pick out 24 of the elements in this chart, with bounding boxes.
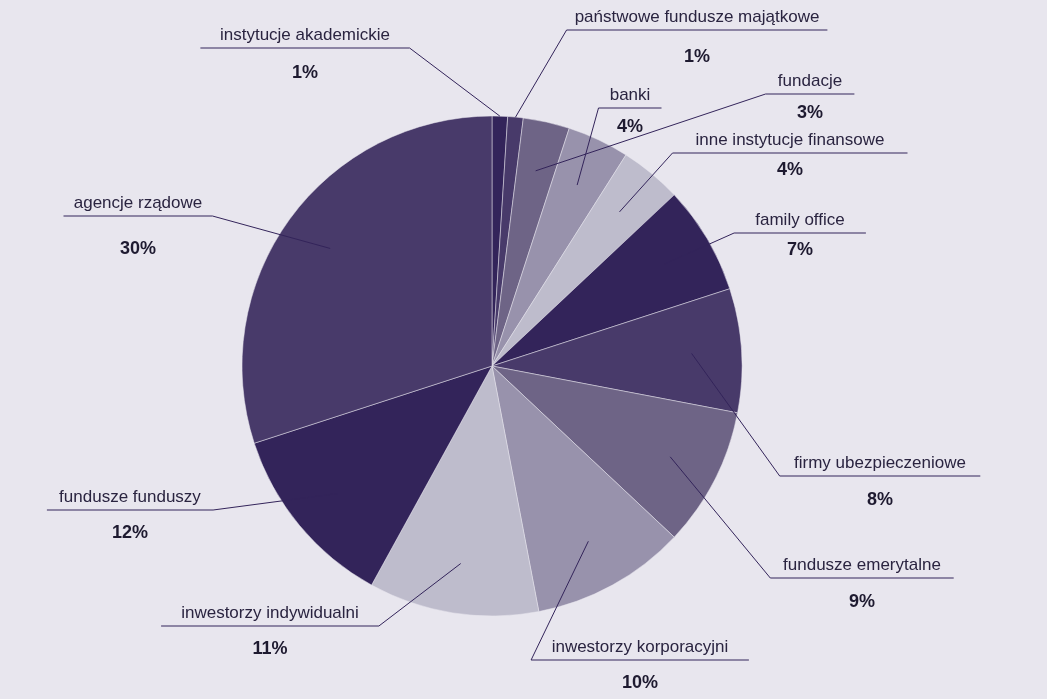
slice-label: agencje rządowe <box>73 193 203 212</box>
data-label: 8% <box>866 489 894 509</box>
data-label: 1% <box>683 46 711 66</box>
data-label: 30% <box>119 238 157 258</box>
slice-label: family office <box>755 210 845 229</box>
slice-label: inwestorzy indywidualni <box>181 603 359 622</box>
slice-label: inwestorzy korporacyjni <box>551 637 729 656</box>
slice-label: fundacje <box>777 71 843 90</box>
slice-label: fundusze emerytalne <box>783 555 941 574</box>
data-label: 10% <box>621 672 659 692</box>
slice-label: banki <box>609 85 651 104</box>
slice-label: firmy ubezpieczeniowe <box>794 453 966 472</box>
slice-label: instytucje akademickie <box>219 25 391 44</box>
data-label: 7% <box>786 239 814 259</box>
data-label: 11% <box>252 638 288 658</box>
data-label: 4% <box>616 116 644 136</box>
slice-label: fundusze funduszy <box>59 487 202 506</box>
data-label: 9% <box>848 591 876 611</box>
data-label: 4% <box>776 159 804 179</box>
slice-label: państwowe fundusze majątkowe <box>574 7 820 26</box>
data-label: 12% <box>111 522 149 542</box>
slice-label: inne instytucje finansowe <box>695 130 885 149</box>
data-label: 3% <box>796 102 824 122</box>
data-label: 1% <box>291 62 319 82</box>
